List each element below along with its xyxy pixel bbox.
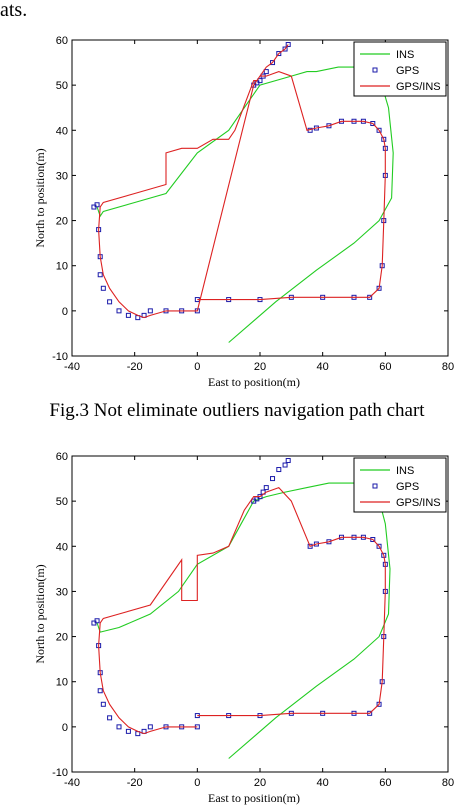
legend-label-ins: INS bbox=[396, 465, 414, 477]
y-tick-label: 30 bbox=[56, 586, 68, 598]
y-tick-label: 0 bbox=[62, 306, 68, 318]
legend-label-gps-ins: GPS/INS bbox=[396, 497, 441, 509]
legend-swatch-gps bbox=[372, 67, 378, 73]
series-point-gps bbox=[100, 285, 106, 291]
x-tick-label: 40 bbox=[317, 361, 329, 373]
series-point-gps bbox=[263, 69, 269, 75]
y-tick-label: 60 bbox=[56, 35, 68, 47]
x-tick-label: -20 bbox=[127, 777, 143, 789]
legend-box bbox=[353, 41, 447, 97]
series-point-gps bbox=[94, 618, 100, 624]
y-tick-label: 50 bbox=[56, 496, 68, 508]
series-point-gps bbox=[94, 202, 100, 208]
series-line-ins bbox=[96, 482, 391, 759]
x-tick-label: 20 bbox=[254, 361, 266, 373]
x-tick-label: 80 bbox=[442, 777, 454, 789]
series-point-gps bbox=[97, 272, 103, 278]
x-tick-label: -40 bbox=[64, 777, 80, 789]
series-point-gps bbox=[276, 467, 282, 473]
series-point-gps bbox=[285, 42, 291, 48]
y-tick-label: -10 bbox=[52, 767, 68, 779]
x-tick-label: 60 bbox=[379, 361, 391, 373]
legend-label-gps: GPS bbox=[396, 65, 419, 77]
x-tick-label: 20 bbox=[254, 777, 266, 789]
series-point-gps bbox=[107, 299, 113, 305]
series-point-gps bbox=[263, 485, 269, 491]
series-point-gps bbox=[276, 51, 282, 57]
series-point-gps bbox=[270, 60, 276, 66]
top-text-fragment: ats. bbox=[0, 0, 28, 21]
series-point-gps bbox=[257, 78, 263, 84]
series-point-gps bbox=[376, 543, 382, 549]
series-point-gps bbox=[270, 476, 276, 482]
series-point-gps bbox=[282, 46, 288, 52]
series-group bbox=[91, 42, 394, 343]
navigation-path-chart-2: -40 -20 0 20 40 60 80 -10 0 10 20 30 40 50 60 East to p… bbox=[33, 451, 454, 805]
legend-swatch-gps bbox=[372, 483, 378, 489]
series-point-gps bbox=[100, 701, 106, 707]
series-line-ins bbox=[96, 66, 394, 343]
y-tick-label: 60 bbox=[56, 451, 68, 463]
x-tick-label: 60 bbox=[379, 777, 391, 789]
x-tick-label: 40 bbox=[317, 777, 329, 789]
y-tick-label: 50 bbox=[56, 80, 68, 92]
legend-box bbox=[353, 457, 447, 513]
x-axis-label: East to position(m) bbox=[208, 375, 300, 389]
legend-label-gps-ins: GPS/INS bbox=[396, 81, 441, 93]
y-axis-label: North to position(m) bbox=[33, 148, 47, 247]
y-tick-label: 0 bbox=[62, 722, 68, 734]
y-tick-label: 30 bbox=[56, 170, 68, 182]
series-point-gps bbox=[147, 724, 153, 730]
legend-label-ins: INS bbox=[396, 49, 414, 61]
series-point-gps bbox=[97, 688, 103, 694]
series-line-gps-ins bbox=[98, 486, 386, 735]
y-tick-label: 20 bbox=[56, 632, 68, 644]
y-tick-label: 10 bbox=[56, 261, 68, 273]
series-point-gps bbox=[107, 715, 113, 721]
y-axis-label: North to position(m) bbox=[33, 564, 47, 663]
series-point-gps bbox=[376, 127, 382, 133]
series-point-gps bbox=[307, 543, 313, 549]
y-tick-label: -10 bbox=[52, 351, 68, 363]
y-tick-label: 40 bbox=[56, 541, 68, 553]
y-tick-label: 20 bbox=[56, 216, 68, 228]
series-point-gps bbox=[116, 724, 122, 730]
y-tick-label: 40 bbox=[56, 125, 68, 137]
navigation-path-chart-1: -40 -20 0 20 40 60 80 -10 0 10 20 30 40 50 60 East to p… bbox=[33, 35, 454, 389]
series-point-gps bbox=[125, 312, 131, 318]
x-tick-label: -20 bbox=[127, 361, 143, 373]
series-group bbox=[91, 458, 391, 759]
series-point-gps bbox=[147, 308, 153, 314]
series-point-gps bbox=[125, 728, 131, 734]
legend-label-gps: GPS bbox=[396, 481, 419, 493]
figure-3-caption: Fig.3 Not eliminate outliers navigation … bbox=[49, 400, 425, 421]
series-point-gps bbox=[116, 308, 122, 314]
x-tick-label: 80 bbox=[442, 361, 454, 373]
x-tick-label: 0 bbox=[194, 361, 200, 373]
y-tick-label: 10 bbox=[56, 677, 68, 689]
x-axis-label: East to position(m) bbox=[208, 791, 300, 805]
series-line-gps-ins bbox=[98, 44, 386, 319]
x-tick-label: -40 bbox=[64, 361, 80, 373]
series-point-gps bbox=[282, 462, 288, 468]
x-tick-label: 0 bbox=[194, 777, 200, 789]
series-point-gps bbox=[285, 458, 291, 464]
